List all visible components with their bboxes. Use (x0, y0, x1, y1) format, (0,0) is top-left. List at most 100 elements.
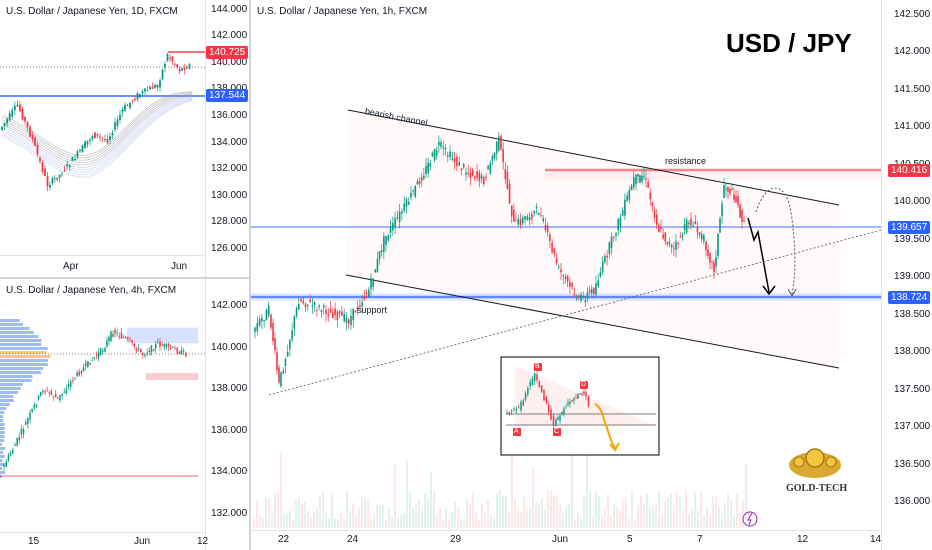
daily-candle (141, 91, 144, 94)
h1-chart-panel[interactable]: U.S. Dollar / Japanese Yen, 1h, FXCM USD… (251, 0, 932, 550)
h1-candle (612, 236, 615, 238)
h1-candle (698, 232, 701, 235)
h1-chart-canvas[interactable] (251, 0, 932, 550)
h1-candle (643, 175, 645, 177)
daily-ma-line (1, 99, 193, 175)
h1-volume-bar (301, 503, 303, 528)
inset-candle (520, 401, 522, 411)
h1-candle (560, 269, 562, 273)
h4-candle (99, 348, 102, 355)
h1-volume-bar (703, 515, 705, 528)
h1-candle (510, 205, 513, 217)
h1-candle (295, 307, 298, 317)
h1-price-axis[interactable]: 142.500 142.000 141.500 141.000 140.500 … (882, 0, 932, 550)
daily-chart-canvas[interactable] (0, 0, 249, 277)
h1-volume-bar (574, 519, 576, 528)
h4-candle (44, 391, 46, 393)
daily-candle (56, 177, 59, 180)
h1-candle (630, 185, 633, 191)
h1-candle (327, 314, 330, 316)
h1-volume-bar (307, 510, 309, 528)
h1-candle (660, 226, 662, 230)
h1-volume-bar (406, 459, 408, 528)
h1-volume-bar (517, 509, 519, 528)
h1-candle (658, 224, 660, 233)
h4-candle (9, 453, 12, 456)
h1-candle (513, 209, 515, 222)
inset-candle (563, 408, 565, 414)
inset-candle (573, 398, 575, 401)
h1-volume-bar (745, 463, 747, 528)
daily-candle (79, 149, 81, 152)
daily-candle (51, 178, 54, 184)
lightning-icon[interactable] (742, 511, 758, 527)
h4-candle (33, 404, 36, 408)
daily-chart-panel[interactable]: U.S. Dollar / Japanese Yen, 1D, FXCM 144… (0, 0, 249, 277)
h4-candle (163, 344, 166, 347)
daily-candle (119, 114, 121, 121)
h1-candle (359, 305, 361, 308)
daily-price-axis[interactable]: 144.000 142.000 140.000 138.000 136.000 … (206, 0, 249, 277)
h1-volume-bar (664, 500, 666, 528)
daily-candle (166, 54, 169, 62)
h4-candle (35, 404, 38, 407)
h1-candle (365, 293, 368, 295)
h1-candle (604, 255, 606, 263)
h1-volume-bar (262, 518, 264, 528)
h1-candle (363, 295, 366, 300)
h1-volume-bar (496, 493, 498, 528)
h1-volume-bar (523, 496, 525, 528)
h4-volume-profile-bar (0, 407, 7, 410)
h4-candle (144, 354, 146, 356)
h1-candle (272, 322, 274, 342)
h1-volume-bar (295, 500, 297, 528)
h4-candle (146, 352, 148, 354)
daily-ma-line (1, 98, 193, 173)
h1-volume-bar (349, 510, 351, 528)
h1-candle (651, 202, 654, 206)
h1-candle (370, 277, 372, 290)
daily-candle (29, 126, 31, 137)
h1-candle (582, 296, 584, 298)
h4-candle (57, 396, 59, 398)
daily-candle (181, 68, 183, 71)
h1-volume-bar (346, 491, 348, 528)
h1-candle (519, 219, 522, 226)
h1-volume-bar (655, 504, 657, 528)
daily-candle (81, 145, 84, 153)
inset-candle (583, 391, 585, 395)
h4-volume-profile-bar (0, 355, 51, 358)
pattern-point-c: C (554, 428, 560, 435)
inset-candle (510, 410, 513, 412)
daily-candle (31, 134, 34, 140)
daily-candle (171, 56, 174, 62)
h1-volume-bar (607, 493, 609, 528)
h1-candle (675, 241, 677, 250)
gold-tech-logo-text: GOLD-TECH (786, 483, 848, 494)
h1-volume-bar (592, 516, 594, 528)
h1-candle (537, 213, 540, 215)
h1-volume-bar (379, 505, 381, 528)
h1-candle (639, 175, 641, 183)
h4-price-axis[interactable]: 142.000 140.000 138.000 136.000 134.000 … (206, 279, 249, 550)
h4-chart-canvas[interactable] (0, 279, 249, 550)
y-tick: 138.000 (211, 383, 248, 394)
daily-candle (151, 86, 154, 89)
h4-chart-panel[interactable]: U.S. Dollar / Japanese Yen, 4h, FXCM 142… (0, 279, 249, 550)
h1-candle (533, 211, 535, 214)
h4-candle (22, 429, 25, 434)
h1-volume-bar (628, 518, 630, 528)
h1-volume-bar (358, 508, 360, 528)
inset-candle (565, 407, 567, 409)
h1-candle (332, 312, 334, 318)
daily-candle (66, 163, 69, 167)
h4-candle (78, 371, 81, 376)
h1-volume-bar (466, 498, 468, 528)
daily-ma-line (1, 97, 193, 171)
h1-candle (575, 298, 578, 300)
y-tick: 138.000 (211, 83, 247, 94)
h1-candle (361, 302, 363, 307)
h4-volume-profile-bar (0, 467, 2, 470)
h1-candle (719, 218, 721, 233)
h4-candle (169, 347, 172, 349)
